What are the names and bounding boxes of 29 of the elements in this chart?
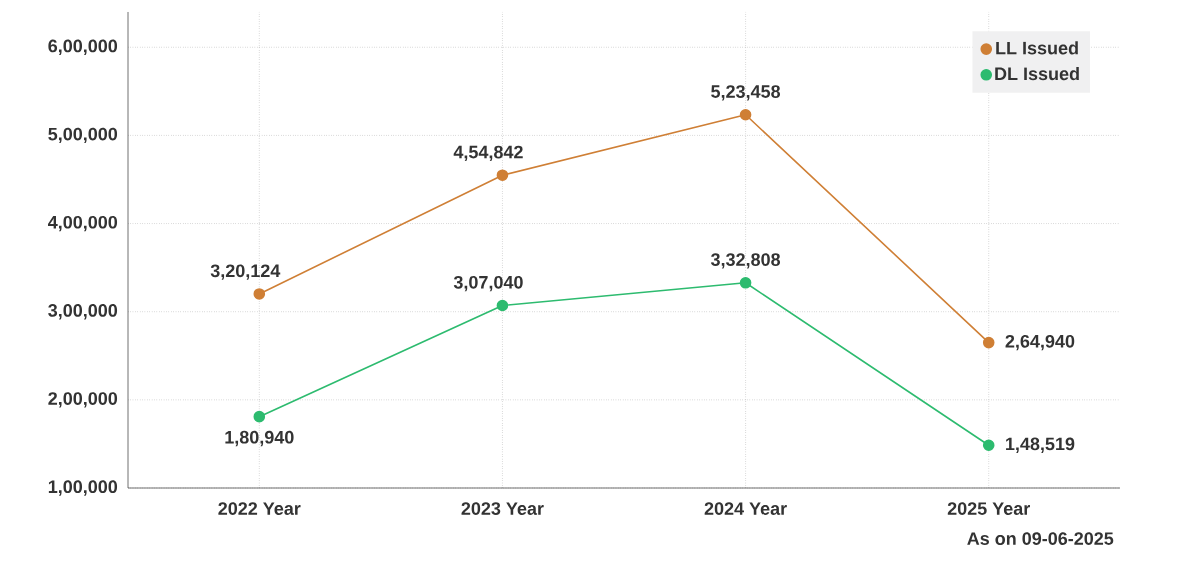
y-tick-label: 5,00,000: [48, 127, 118, 144]
x-tick-label: 2024 Year: [704, 502, 787, 515]
y-tick-label: 4,00,000: [48, 215, 118, 232]
data-label: 5,23,458: [711, 85, 781, 101]
data-label: 3,07,040: [453, 275, 523, 292]
legend-label: DL Issued: [995, 66, 1079, 81]
point: [496, 169, 509, 182]
data-label: 3,32,808: [710, 253, 781, 269]
x-tick-label: 2022 Year: [218, 502, 301, 515]
text: As on 09-06-2025: [967, 532, 1114, 545]
point: [496, 299, 509, 312]
point: [982, 439, 995, 452]
y-tick-label: 3,00,000: [48, 304, 118, 320]
data-label: 1,80,940: [225, 430, 294, 447]
y-tick-label: 2,00,000: [48, 392, 118, 408]
point: [982, 336, 995, 349]
y-tick-label: 6,00,000: [48, 39, 118, 55]
y-tick-label: 1,00,000: [48, 480, 118, 496]
data-label: 3,20,124: [210, 264, 281, 280]
legend-label: LL Issued: [996, 41, 1078, 55]
data-label: 2,64,940: [1005, 334, 1075, 351]
point: [253, 410, 266, 423]
point: [739, 108, 752, 121]
point: [739, 276, 752, 289]
data-label: 1,48,519: [1006, 437, 1075, 453]
data-label: 4,54,842: [453, 145, 523, 162]
x-tick-label: 2023 Year: [461, 502, 544, 515]
point: [253, 288, 266, 300]
x-tick-label: 2025 Year: [947, 502, 1030, 515]
